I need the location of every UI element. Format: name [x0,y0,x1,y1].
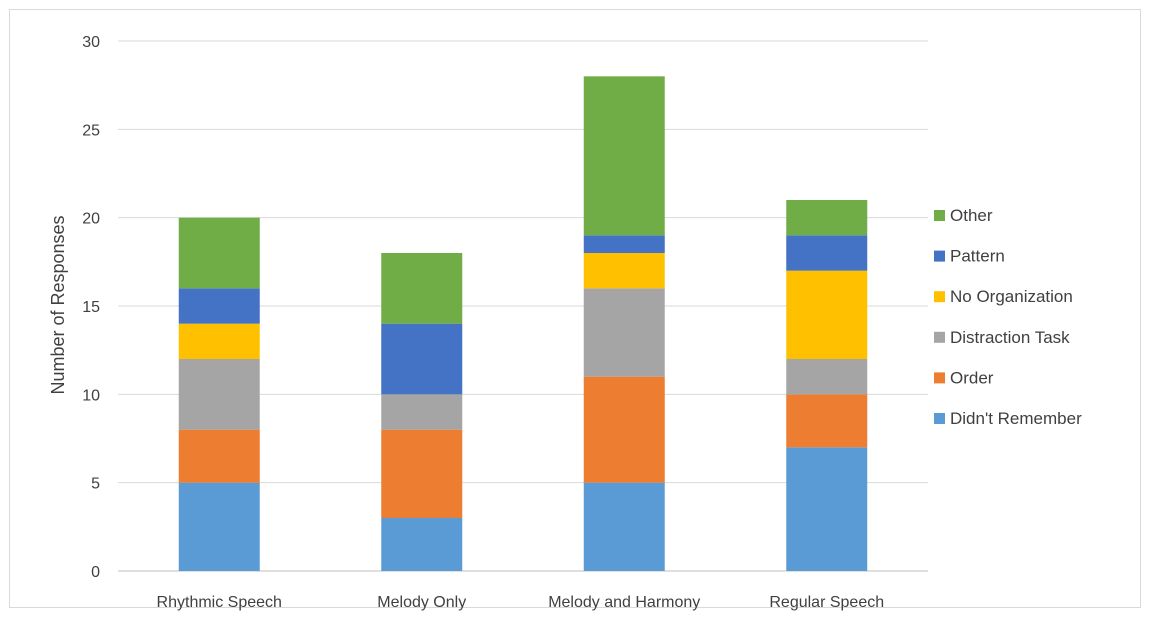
bar-segment [583,76,665,236]
y-tick-label: 0 [91,564,100,581]
legend-swatch [934,250,945,262]
bar-segment [786,270,868,359]
x-tick-label: Regular Speech [769,594,884,611]
y-tick-label: 10 [82,387,100,404]
bar-segment [786,394,868,448]
legend-swatch [934,413,945,424]
x-tick-label: Melody and Harmony [548,594,700,611]
bar-segment [583,376,665,483]
y-axis-title: Number of Responses [48,215,68,394]
bar-segment [786,235,868,271]
x-tick-label: Rhythmic Speech [157,594,282,611]
x-tick-labels: Rhythmic Speech Melody Only Melody and Har… [157,594,885,611]
legend-label: Didn't Remember [950,409,1082,428]
bar-segment [381,394,463,430]
bar-segment [786,200,868,236]
bar-segment [178,359,260,430]
bar-segment [381,253,463,324]
bar-segment [381,429,463,518]
bar-segment [583,235,665,253]
y-tick-label: 15 [82,299,100,316]
y-tick-label: 5 [91,476,100,493]
y-tick-labels: 0 5 10 15 20 25 30 [82,34,100,581]
legend-label: Other [950,206,993,225]
legend-swatch [934,372,945,384]
legend-label: Pattern [950,247,1005,266]
bar-segment [381,518,463,571]
bar-segment [381,323,463,395]
bar-segment [178,429,260,483]
bar-segment [583,482,665,571]
legend-label: Order [950,368,994,387]
legend: Other Pattern No Organization Distraction T… [934,206,1082,428]
bar-segment [178,288,260,324]
legend-label: Distraction Task [950,328,1070,347]
bar-segment [583,253,665,289]
legend-label: No Organization [950,287,1073,306]
y-tick-label: 20 [82,211,100,228]
x-tick-label: Melody Only [377,594,466,611]
legend-swatch [934,210,945,221]
bar-segment [786,447,868,571]
bar-segment [178,217,260,289]
bar-segment [178,323,260,359]
legend-swatch [934,331,945,343]
bars [178,76,868,571]
legend-swatch [934,291,945,303]
y-tick-label: 25 [82,122,100,139]
bar-segment [583,288,665,377]
y-tick-label: 30 [82,34,100,51]
bar-segment [178,482,260,571]
bar-segment [786,359,868,395]
